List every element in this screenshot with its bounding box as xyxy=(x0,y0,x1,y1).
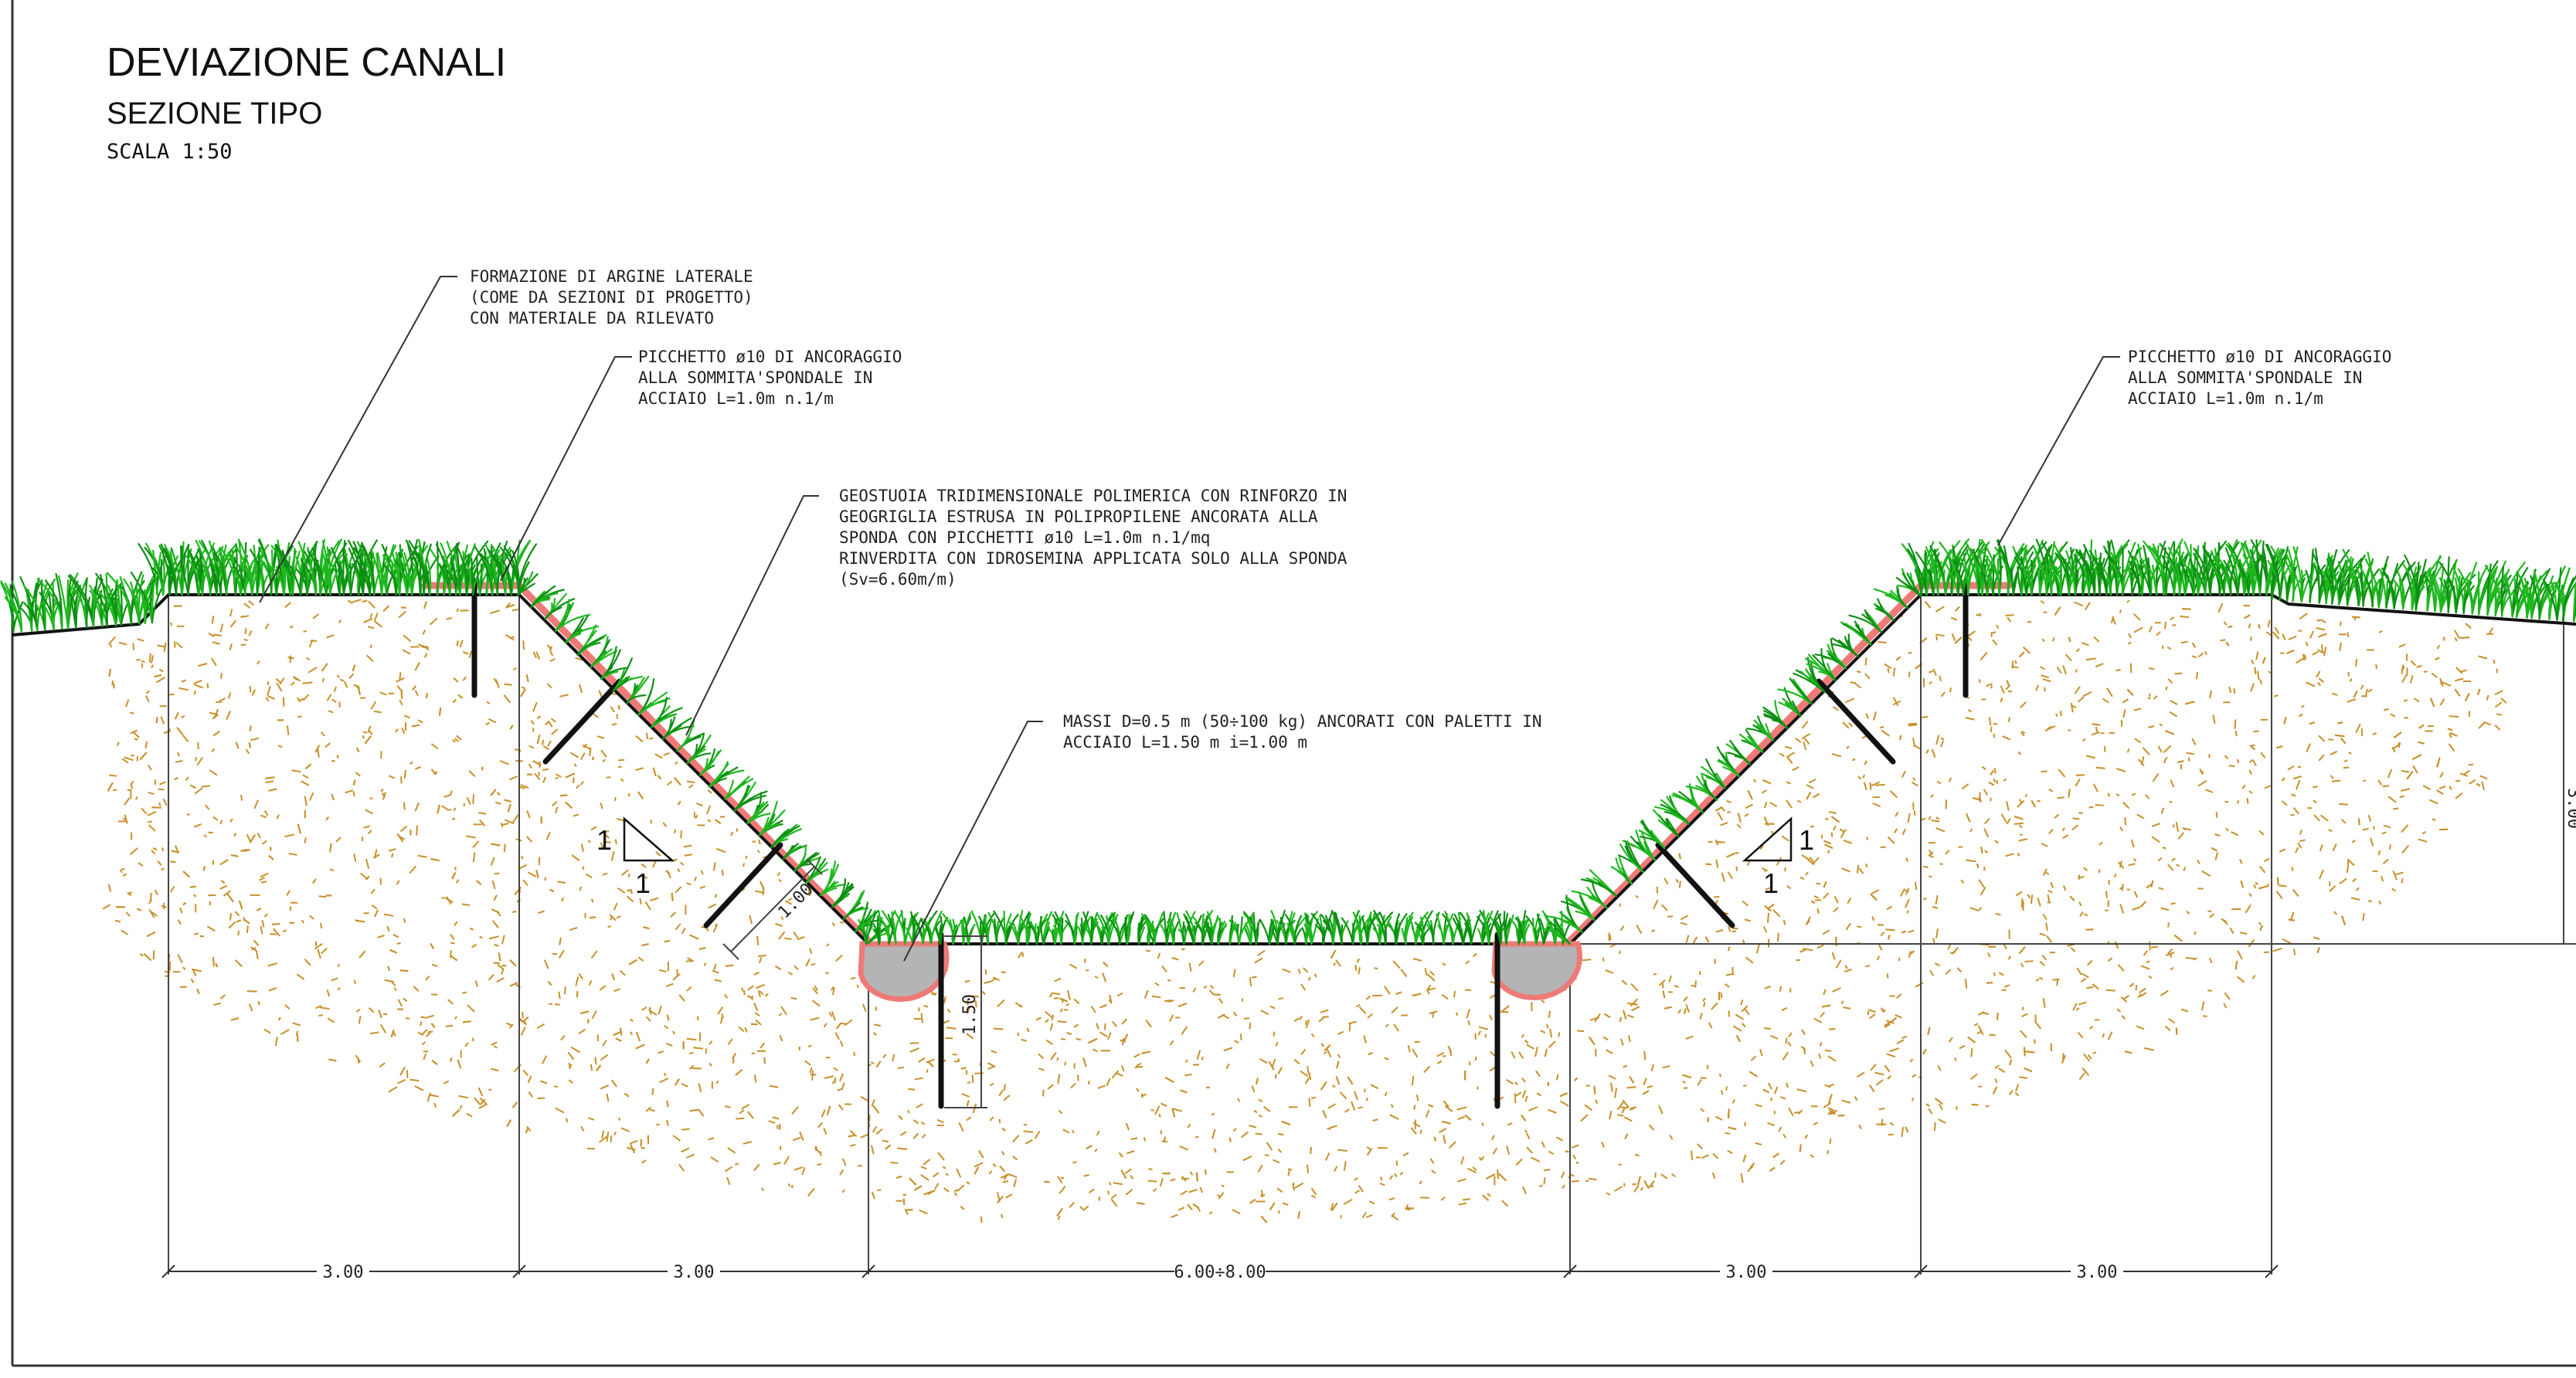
boulder-left xyxy=(858,941,950,1002)
dim-bottom-4: 3.00 xyxy=(1726,1263,1767,1282)
ground-profile xyxy=(12,593,2576,945)
svg-text:1: 1 xyxy=(1799,824,1814,856)
dim-slope-length xyxy=(722,858,823,960)
soil-fill xyxy=(102,599,2507,1224)
slope-indicator-left: 1 1 xyxy=(596,816,675,899)
svg-text:GEOSTUOIA TRIDIMENSIONALE POLI: GEOSTUOIA TRIDIMENSIONALE POLIMERICA CON… xyxy=(839,487,1347,505)
drawing-scale: SCALA 1:50 xyxy=(107,140,233,164)
dim-bottom-1: 3.00 xyxy=(323,1263,364,1282)
svg-text:FORMAZIONE DI ARGINE LATERALE: FORMAZIONE DI ARGINE LATERALE xyxy=(470,267,753,286)
grass-cover xyxy=(0,538,2576,945)
svg-text:PICCHETTO ø10 DI ANCORAGGIO: PICCHETTO ø10 DI ANCORAGGIO xyxy=(2128,348,2391,366)
dim-paletto-depth-label: 1.50 xyxy=(960,994,980,1035)
note-geostuoia: GEOSTUOIA TRIDIMENSIONALE POLIMERICA CON… xyxy=(839,487,1347,589)
svg-text:ALLA SOMMITA'SPONDALE IN: ALLA SOMMITA'SPONDALE IN xyxy=(638,368,872,387)
svg-text:GEOGRIGLIA ESTRUSA IN POLIPROP: GEOGRIGLIA ESTRUSA IN POLIPROPILENE ANCO… xyxy=(839,507,1318,526)
note-picchetto-right: PICCHETTO ø10 DI ANCORAGGIO ALLA SOMMITA… xyxy=(2128,348,2391,408)
dim-bottom-2: 3.00 xyxy=(674,1263,715,1282)
svg-text:(Sv=6.60m/m): (Sv=6.60m/m) xyxy=(839,570,957,589)
drawing-title: DEVIAZIONE CANALI xyxy=(107,40,506,85)
construction-lines xyxy=(168,595,2576,1274)
svg-text:SPONDA CON PICCHETTI ø10 L=1.0: SPONDA CON PICCHETTI ø10 L=1.0m n.1/mq xyxy=(839,528,1210,547)
dim-depth-right-label: 3.00 xyxy=(2564,788,2576,829)
dim-bottom-5: 3.00 xyxy=(2077,1263,2118,1282)
svg-text:RINVERDITA CON IDROSEMINA APPL: RINVERDITA CON IDROSEMINA APPLICATA SOLO… xyxy=(839,549,1347,568)
dim-paletto-depth xyxy=(944,935,987,1108)
drawing-subtitle: SEZIONE TIPO xyxy=(107,97,322,131)
svg-text:1: 1 xyxy=(596,824,612,856)
slope-indicator-right: 1 1 xyxy=(1742,816,1814,899)
svg-text:MASSI D=0.5 m (50÷100 kg) ANCO: MASSI D=0.5 m (50÷100 kg) ANCORATI CON P… xyxy=(1063,712,1542,731)
svg-text:ACCIAIO L=1.0m n.1/m: ACCIAIO L=1.0m n.1/m xyxy=(638,389,834,408)
svg-text:(COME DA SEZIONI DI PROGETTO): (COME DA SEZIONI DI PROGETTO) xyxy=(470,288,753,307)
boulder-right xyxy=(1491,941,1583,1000)
svg-text:ACCIAIO L=1.0m n.1/m: ACCIAIO L=1.0m n.1/m xyxy=(2128,389,2323,408)
dim-bottom-labels: 3.00 3.00 6.00÷8.00 3.00 3.00 xyxy=(317,1261,2123,1282)
leader-lines xyxy=(259,276,2120,962)
svg-text:CON MATERIALE DA RILEVATO: CON MATERIALE DA RILEVATO xyxy=(470,309,714,328)
note-argine: FORMAZIONE DI ARGINE LATERALE (COME DA S… xyxy=(470,267,753,328)
svg-text:ACCIAIO L=1.50 m i=1.00 m: ACCIAIO L=1.50 m i=1.00 m xyxy=(1063,733,1307,752)
svg-text:ALLA SOMMITA'SPONDALE IN: ALLA SOMMITA'SPONDALE IN xyxy=(2128,368,2362,387)
svg-text:1: 1 xyxy=(1763,867,1779,899)
anchor-pickets xyxy=(471,578,1969,1109)
note-picchetto-left: PICCHETTO ø10 DI ANCORAGGIO ALLA SOMMITA… xyxy=(638,348,902,408)
dim-bottom-3: 6.00÷8.00 xyxy=(1174,1263,1266,1282)
svg-text:PICCHETTO ø10 DI ANCORAGGIO: PICCHETTO ø10 DI ANCORAGGIO xyxy=(638,348,902,366)
note-massi: MASSI D=0.5 m (50÷100 kg) ANCORATI CON P… xyxy=(1063,712,1542,752)
svg-text:1: 1 xyxy=(635,867,651,899)
